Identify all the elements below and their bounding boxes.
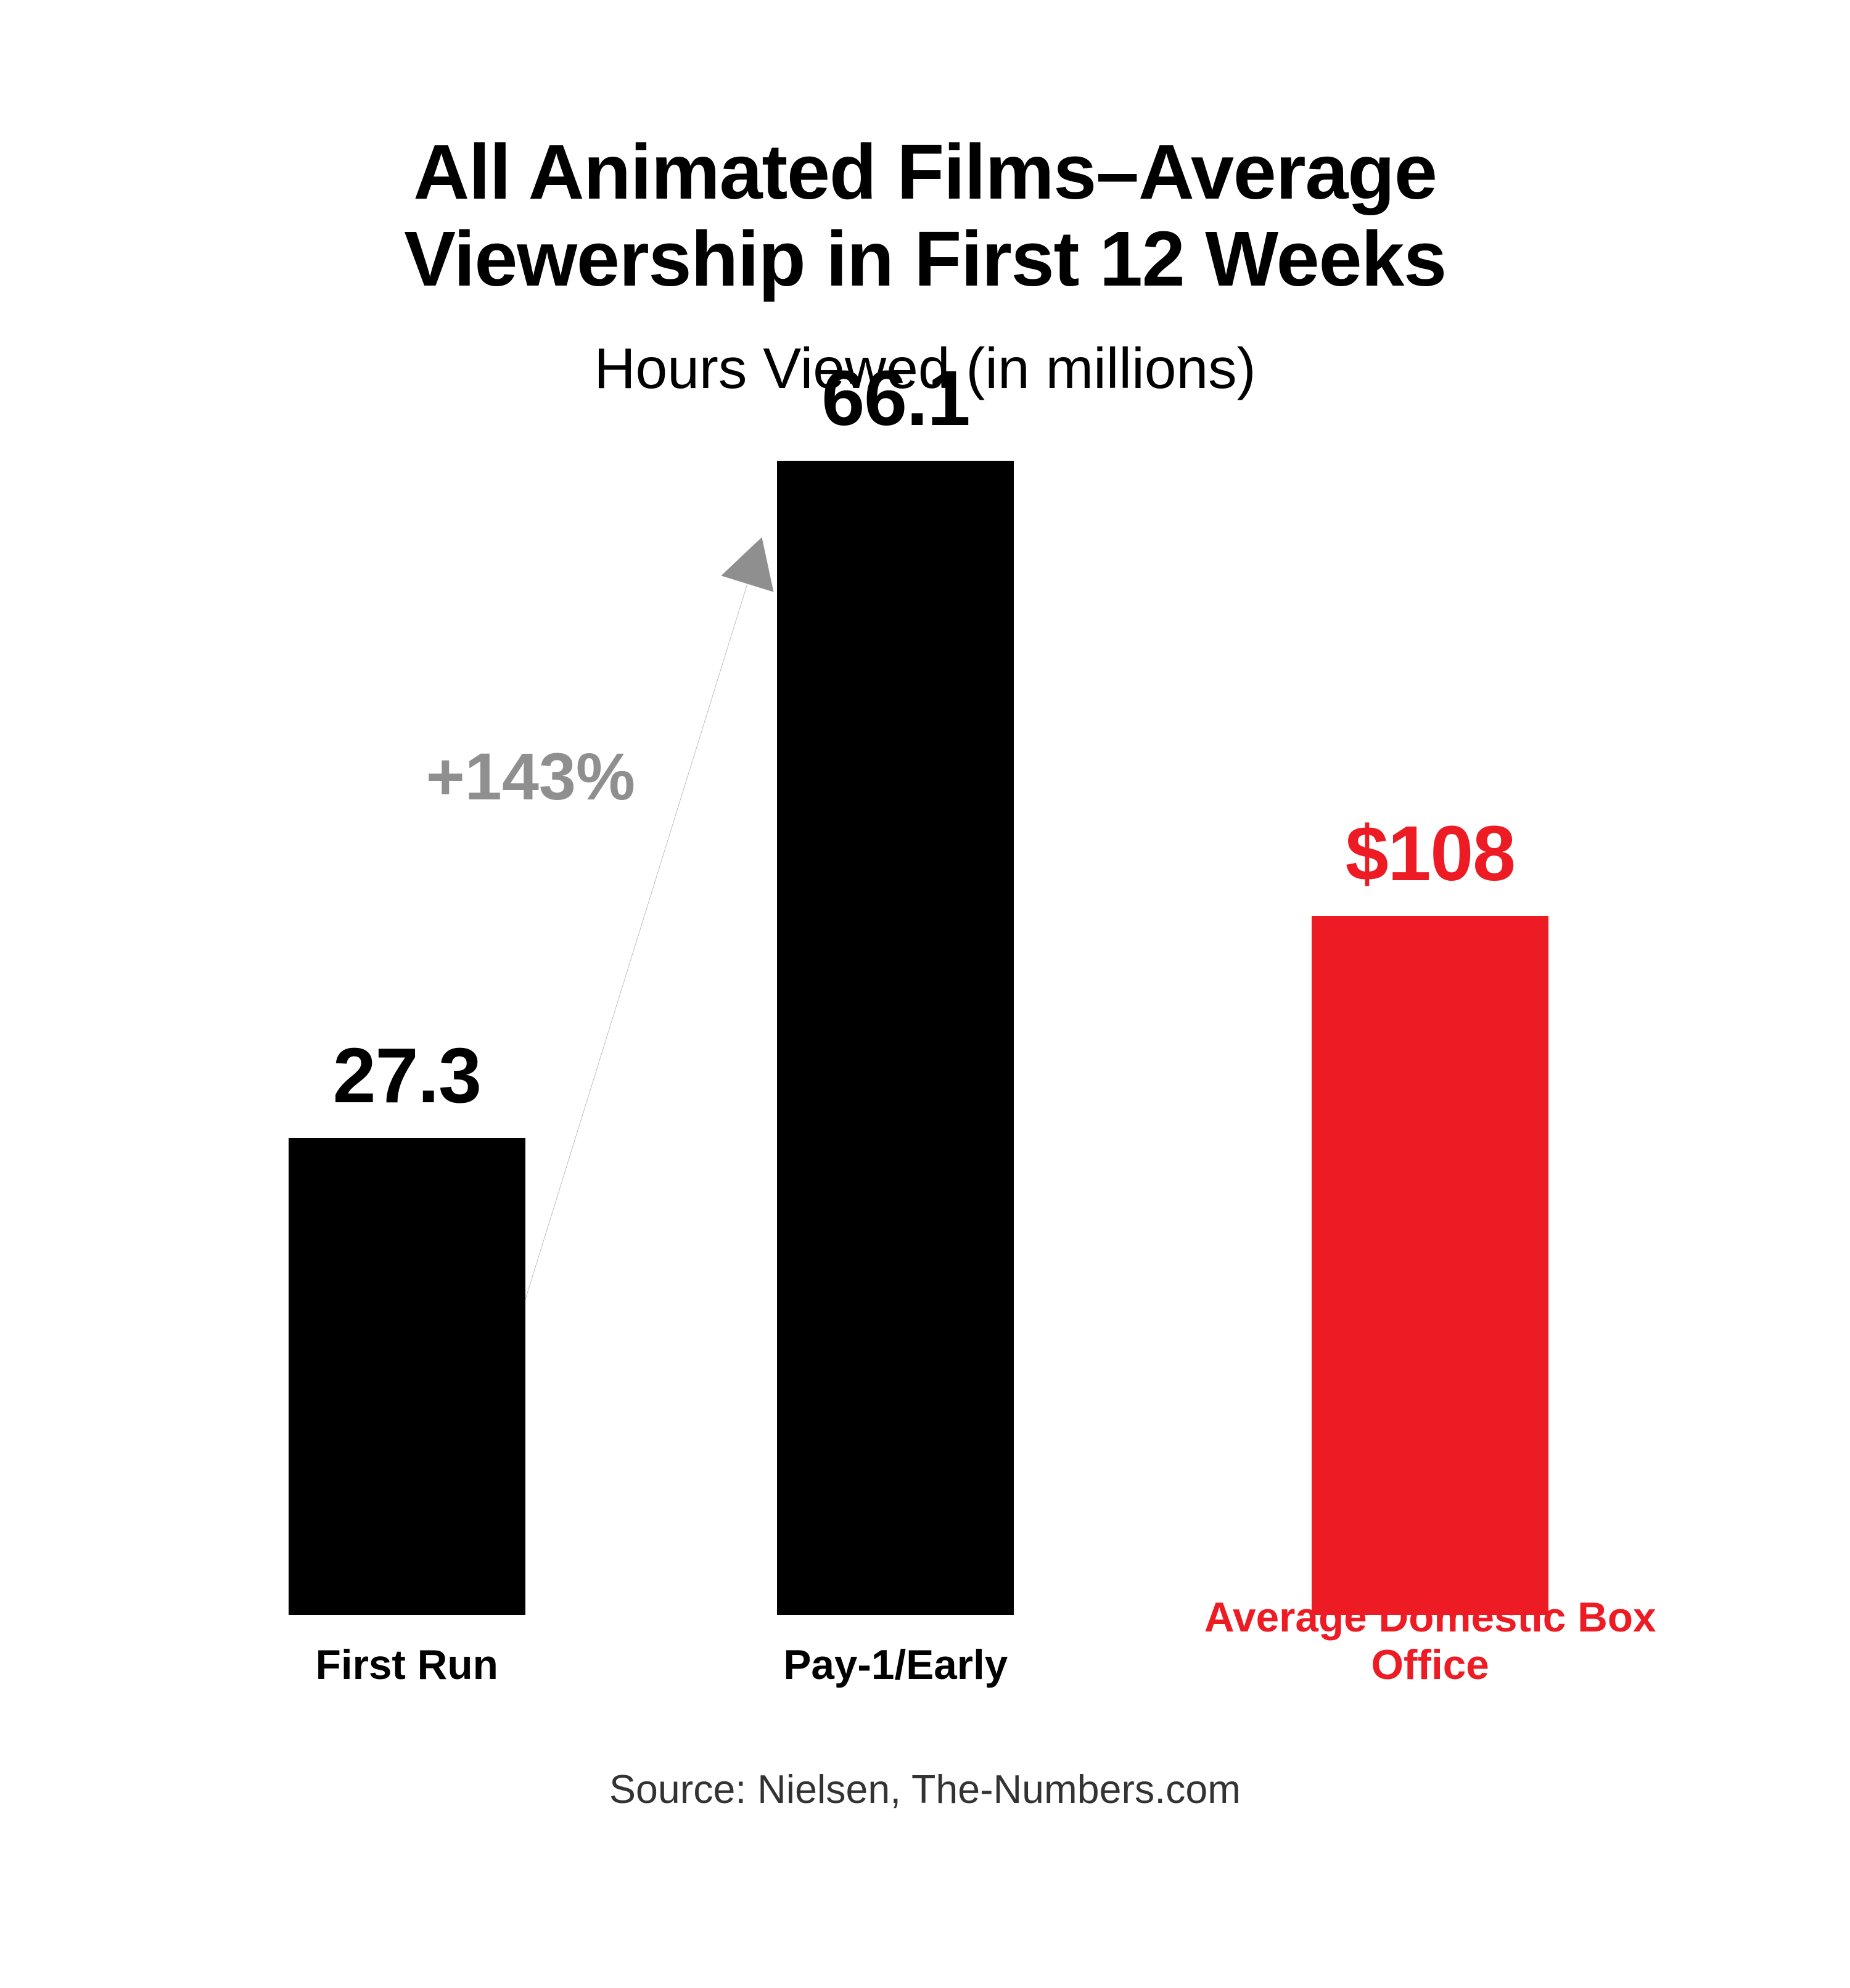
- chart-title: All Animated Films–Average Viewership in…: [37, 128, 1813, 302]
- bar-value-pay1_early: 66.1: [777, 353, 1014, 443]
- bar-avg_box_office: $108Average Domestic Box Office: [1312, 916, 1548, 1614]
- bar-value-first_run: 27.3: [289, 1031, 525, 1120]
- bar-first_run: 27.3First Run: [289, 1138, 525, 1615]
- chart-header: All Animated Films–Average Viewership in…: [37, 39, 1813, 402]
- chart-title-line1: All Animated Films–Average: [413, 128, 1436, 215]
- bar-label-first_run: First Run: [170, 1641, 644, 1689]
- bar-pay1_early: 66.1Pay-1/Early: [777, 461, 1014, 1615]
- plot-area: +143% 27.3First Run 66.1Pay-1/Early $108Av…: [197, 461, 1724, 1615]
- chart-source: Source: Nielsen, The-Numbers.com: [37, 1767, 1813, 1812]
- chart-title-line2: Viewership in First 12 Weeks: [404, 215, 1446, 302]
- bar-value-avg_box_office: $108: [1312, 809, 1548, 898]
- bar-label-avg_box_office: Average Domestic Box Office: [1193, 1594, 1667, 1689]
- percent-change-label: +143%: [426, 738, 635, 815]
- bar-chart: All Animated Films–Average Viewership in…: [37, 39, 1813, 1871]
- bar-label-pay1_early: Pay-1/Early: [659, 1641, 1132, 1689]
